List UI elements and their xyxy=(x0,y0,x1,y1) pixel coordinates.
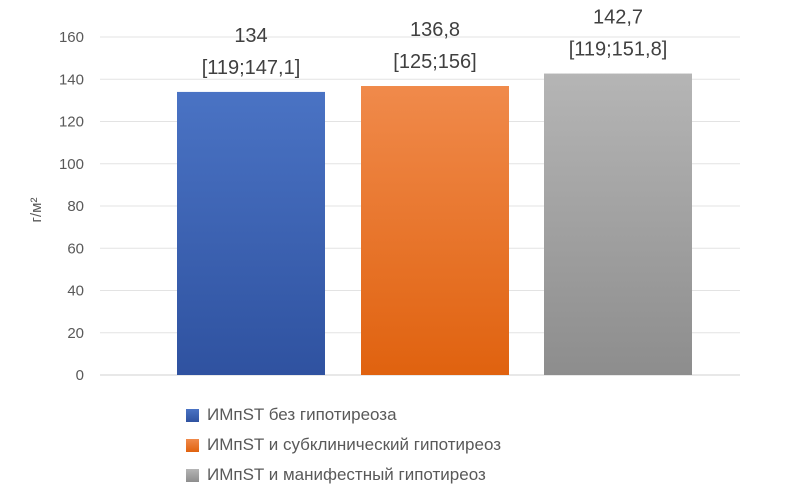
legend-label: ИМпST и субклинический гипотиреоз xyxy=(207,435,501,454)
bar xyxy=(544,73,692,375)
y-axis-ticks: 0 20 40 60 80 100 120 140 160 xyxy=(59,29,84,384)
legend-item: ИМпST и манифестный гипотиреоз xyxy=(186,460,501,490)
data-labels: 134 [119;147,1] 136,8 [125;156] 142,7 [119;15… xyxy=(202,7,668,79)
legend-swatch xyxy=(186,468,199,482)
y-tick-label: 20 xyxy=(67,325,84,342)
y-tick-label: 0 xyxy=(76,367,84,384)
bars xyxy=(177,73,692,376)
data-label-interval: [119;147,1] xyxy=(202,57,301,79)
y-tick-label: 40 xyxy=(67,283,84,300)
y-tick-label: 80 xyxy=(67,198,84,215)
y-tick-label: 100 xyxy=(59,156,84,173)
data-label-interval: [119;151,8] xyxy=(569,39,668,61)
legend-label: ИМпST без гипотиреоза xyxy=(207,405,397,424)
legend-label: ИМпST и манифестный гипотиреоз xyxy=(207,465,486,484)
legend-item: ИМпST и субклинический гипотиреоз xyxy=(186,430,501,460)
y-axis-label: г/м² xyxy=(28,198,45,223)
data-label-value: 136,8 xyxy=(410,19,460,41)
data-label-interval: [125;156] xyxy=(393,51,476,73)
plot-area: 0 20 40 60 80 100 120 140 160 г/м² 134 [119;147,1… xyxy=(28,7,740,384)
legend-item: ИМпST без гипотиреоза xyxy=(186,400,501,430)
bar xyxy=(177,91,325,376)
legend: ИМпST без гипотиреоза ИМпST и субклиничес… xyxy=(186,400,501,490)
legend-swatch xyxy=(186,438,199,452)
y-tick-label: 60 xyxy=(67,240,84,257)
data-label-value: 142,7 xyxy=(593,7,643,29)
legend-swatch xyxy=(186,408,199,422)
y-tick-label: 120 xyxy=(59,114,84,131)
y-tick-label: 140 xyxy=(59,71,84,88)
bar xyxy=(361,86,509,375)
data-label-value: 134 xyxy=(234,25,267,47)
y-tick-label: 160 xyxy=(59,29,84,46)
